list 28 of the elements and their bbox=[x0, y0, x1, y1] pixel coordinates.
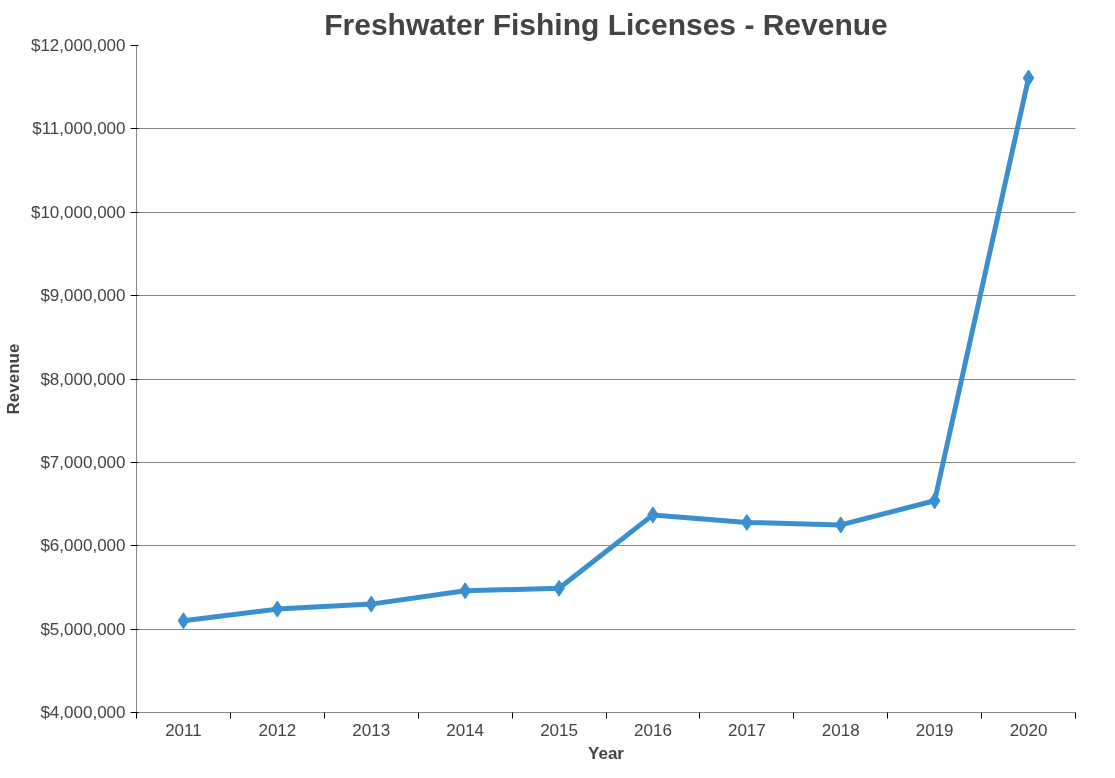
x-tick-label: 2019 bbox=[915, 720, 954, 740]
x-axis-title: Year bbox=[588, 743, 625, 763]
y-tick-label: $7,000,000 bbox=[40, 452, 126, 472]
point bbox=[834, 516, 847, 534]
x-tick-label: 2012 bbox=[258, 720, 297, 740]
x-tick-label: 2016 bbox=[634, 720, 672, 740]
x-tick-label: 2018 bbox=[821, 720, 860, 740]
point bbox=[365, 595, 378, 613]
x-tick-label: 2020 bbox=[1009, 720, 1048, 740]
x-tick-label: 2014 bbox=[446, 720, 485, 740]
y-tick-label: $5,000,000 bbox=[40, 619, 126, 639]
y-tick-label: $11,000,000 bbox=[32, 119, 126, 139]
y-axis-title: Revenue bbox=[3, 343, 23, 415]
x-tick-label: 2017 bbox=[727, 720, 766, 740]
x-tick-label: 2015 bbox=[540, 720, 578, 740]
point bbox=[1022, 69, 1035, 87]
x-tick-label: 2013 bbox=[352, 720, 391, 740]
y-tick-label: $10,000,000 bbox=[30, 202, 126, 222]
x-tick-label: 2011 bbox=[165, 720, 202, 740]
y-tick-label: $8,000,000 bbox=[40, 369, 126, 389]
y-tick-label: $12,000,000 bbox=[30, 36, 126, 55]
y-tick-label: $6,000,000 bbox=[40, 536, 126, 556]
point bbox=[177, 612, 190, 630]
y-tick-label: $9,000,000 bbox=[40, 286, 126, 306]
y-tick-label: $4,000,000 bbox=[40, 703, 126, 722]
point bbox=[928, 492, 941, 510]
chart-title: Freshwater Fishing Licenses - Revenue bbox=[324, 7, 888, 41]
point bbox=[271, 600, 284, 618]
